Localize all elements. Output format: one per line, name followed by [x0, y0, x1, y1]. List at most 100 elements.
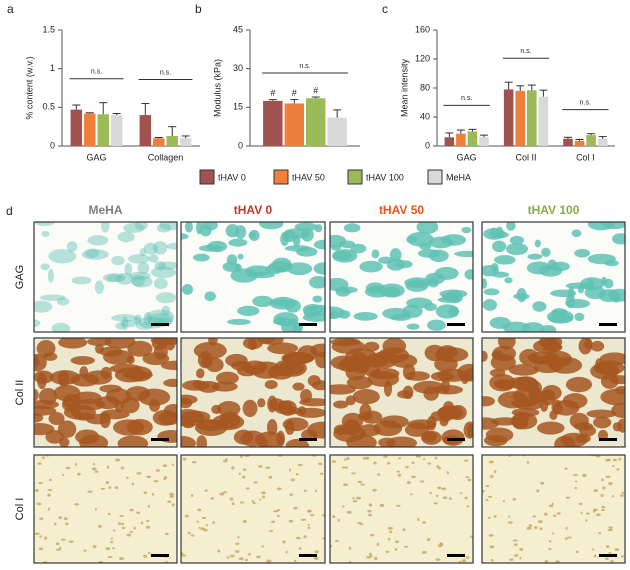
stain	[313, 262, 325, 275]
stain	[121, 316, 129, 331]
stain	[171, 503, 175, 507]
stain	[127, 254, 151, 264]
stain	[621, 491, 624, 495]
stain	[428, 249, 449, 262]
stain	[526, 261, 551, 275]
stain	[508, 364, 539, 376]
stain	[454, 250, 473, 258]
stain	[413, 380, 445, 394]
stain	[238, 472, 242, 475]
stain	[91, 467, 97, 471]
stain	[449, 404, 467, 421]
stain	[38, 481, 43, 485]
stain	[196, 435, 207, 447]
stain	[289, 493, 294, 496]
x-tick-label: GAG	[86, 152, 106, 162]
stain	[593, 554, 597, 558]
stain	[605, 545, 610, 549]
stain	[203, 528, 208, 532]
stain	[602, 486, 606, 490]
stain	[345, 364, 366, 381]
stain	[553, 514, 557, 518]
stain	[391, 353, 418, 368]
stain	[147, 551, 151, 555]
stain	[321, 514, 325, 517]
stain	[437, 368, 469, 382]
stain	[612, 233, 625, 245]
stain	[107, 555, 113, 559]
stain	[58, 338, 88, 349]
stain	[332, 250, 353, 261]
stain	[84, 248, 100, 258]
stain	[83, 549, 87, 552]
image-border	[180, 454, 326, 564]
stain	[368, 503, 373, 507]
stain	[297, 463, 303, 467]
stain	[406, 232, 434, 247]
stain	[219, 492, 225, 496]
stain	[163, 404, 177, 417]
stain	[94, 280, 104, 295]
stain	[149, 254, 159, 263]
stain	[605, 459, 611, 462]
stain	[184, 514, 189, 518]
stain	[564, 537, 568, 540]
image-border	[33, 454, 178, 564]
stain	[310, 343, 325, 357]
image-border	[33, 337, 178, 448]
stain	[489, 368, 506, 377]
stain	[551, 502, 554, 506]
stain	[277, 400, 293, 412]
stain	[607, 528, 613, 532]
stain	[485, 484, 490, 488]
stain	[600, 493, 604, 498]
stain	[38, 387, 58, 405]
stain	[136, 511, 141, 515]
bar	[139, 115, 152, 146]
stain	[441, 429, 465, 446]
stain	[505, 242, 528, 256]
stain	[86, 338, 112, 347]
stain	[201, 516, 207, 520]
image-content	[482, 455, 625, 563]
stain	[65, 466, 71, 470]
stain	[312, 295, 323, 303]
stain	[272, 299, 292, 307]
stain	[469, 535, 473, 538]
stain	[107, 513, 111, 516]
bar	[153, 138, 165, 146]
stain	[192, 380, 203, 389]
stain	[330, 384, 356, 395]
scale-bar	[299, 554, 317, 557]
stain	[509, 235, 524, 245]
stain	[228, 238, 248, 247]
stain	[512, 539, 518, 542]
stain	[590, 340, 605, 352]
image-border	[329, 337, 474, 448]
stain	[269, 529, 274, 532]
stain	[585, 519, 588, 522]
scale-bar	[447, 438, 465, 441]
image-border	[180, 337, 326, 448]
stain	[526, 526, 532, 530]
stain	[382, 307, 411, 320]
y-tick-label: 30	[233, 63, 243, 73]
stain	[600, 373, 619, 389]
stain	[593, 416, 612, 429]
stain	[134, 314, 142, 323]
stain	[574, 486, 577, 490]
stain	[119, 556, 124, 560]
stain	[165, 532, 169, 536]
stain	[504, 277, 513, 284]
stain	[389, 248, 402, 262]
stain	[77, 472, 81, 476]
stain	[223, 459, 228, 463]
stain	[126, 533, 131, 537]
stain	[237, 305, 260, 317]
stain	[261, 491, 266, 495]
stain	[371, 350, 398, 369]
x-tick-label: Collagen	[148, 152, 184, 162]
stain	[34, 388, 39, 402]
image-content	[330, 338, 473, 447]
stain	[276, 514, 280, 517]
